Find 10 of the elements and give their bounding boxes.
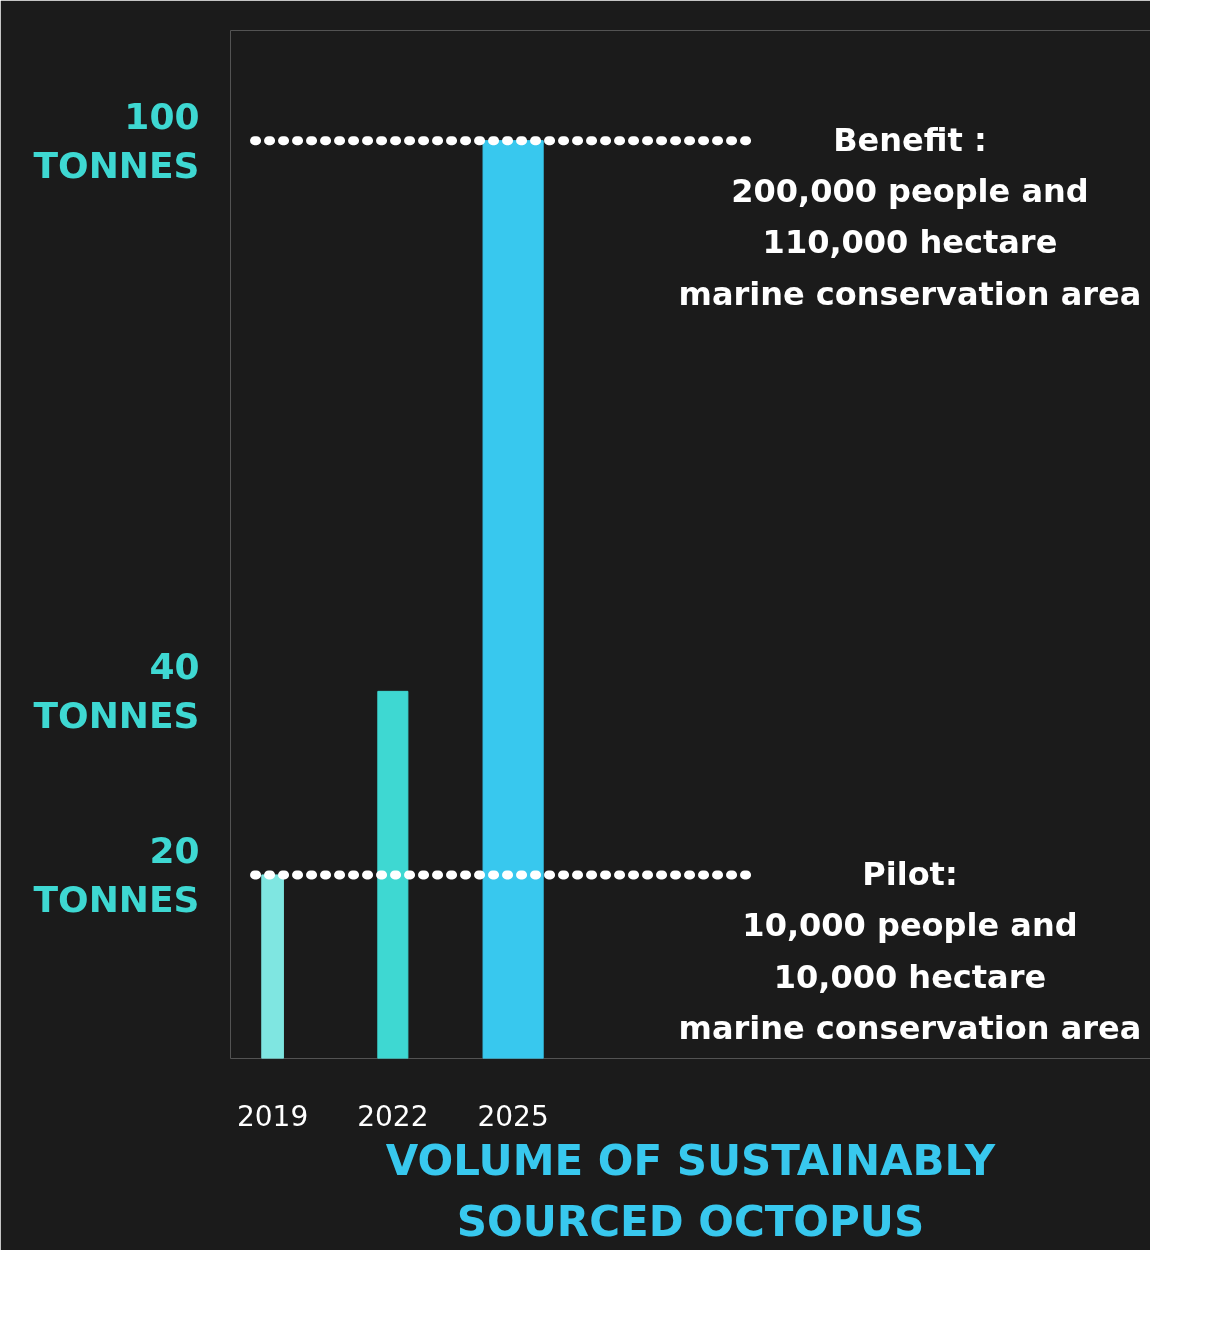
bar (377, 690, 409, 1059)
text: Pilot: 10,000 people and 10,000 hectare marine conservation area (678, 854, 1142, 1047)
text: VOLUME OF SUSTAINABLY SOURCED OCTOPUS (385, 1135, 996, 1246)
y-tick-label: 20 TONNES (33, 829, 200, 921)
x-tick-label: 2022 (357, 1099, 429, 1133)
y-tick-label: 100 TONNES (33, 95, 200, 186)
x-tick-label: 2019 (236, 1099, 309, 1133)
text: Benefit : 200,000 people and 110,000 hectare marine conservation area (678, 120, 1142, 313)
x-tick-label: 2025 (477, 1099, 549, 1133)
y-tick-label: 40 TONNES (33, 646, 200, 737)
